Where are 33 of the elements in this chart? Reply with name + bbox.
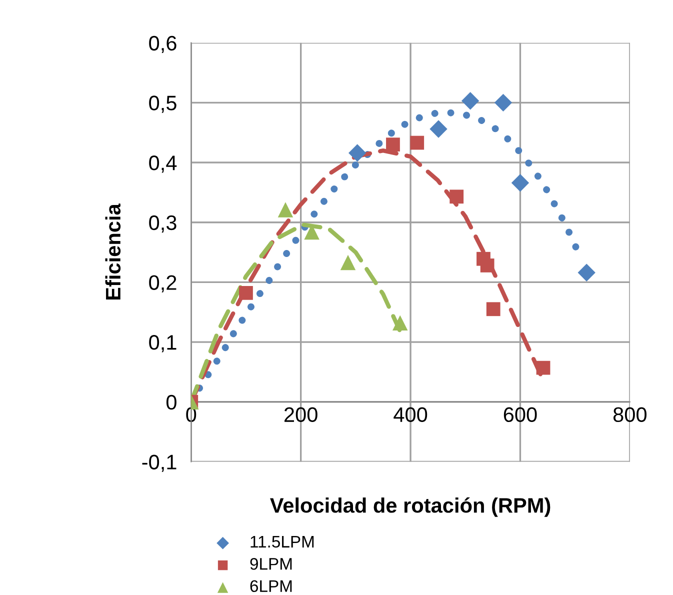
legend-label: 9LPM — [250, 558, 292, 570]
point — [278, 202, 294, 218]
point — [386, 138, 400, 152]
point — [511, 174, 530, 192]
y-tick-label: -0,1 — [142, 454, 176, 472]
point — [348, 144, 366, 162]
point — [450, 190, 464, 204]
y-tick-label: 0,4 — [149, 156, 177, 173]
y-tick-label: 0 — [166, 394, 176, 410]
point — [410, 136, 424, 150]
y-tick-label: 0,2 — [149, 275, 176, 292]
y-axis-title: Eficiencia — [105, 204, 121, 300]
point — [392, 315, 408, 331]
point — [430, 120, 448, 138]
y-tick-label: 0,5 — [149, 96, 176, 113]
x-tick-label: 200 — [284, 407, 318, 422]
x-tick-label: 800 — [613, 407, 646, 422]
y-tick-label: 0,3 — [149, 215, 176, 233]
legend-label: 6LPM — [250, 580, 292, 592]
point — [536, 360, 550, 375]
point — [494, 94, 512, 112]
y-tick-label: 0,1 — [149, 335, 176, 352]
x-tick-label: 600 — [504, 407, 537, 422]
point — [239, 286, 253, 300]
point — [578, 264, 596, 282]
y-tick-label: 0,6 — [149, 36, 176, 54]
point — [461, 92, 480, 110]
point — [480, 258, 494, 272]
x-axis-title: Velocidad de rotación (RPM) — [270, 497, 550, 517]
point — [486, 302, 500, 316]
x-tick-label: 400 — [394, 407, 428, 422]
legend-label: 11.5LPM — [250, 536, 314, 548]
point — [340, 254, 356, 270]
